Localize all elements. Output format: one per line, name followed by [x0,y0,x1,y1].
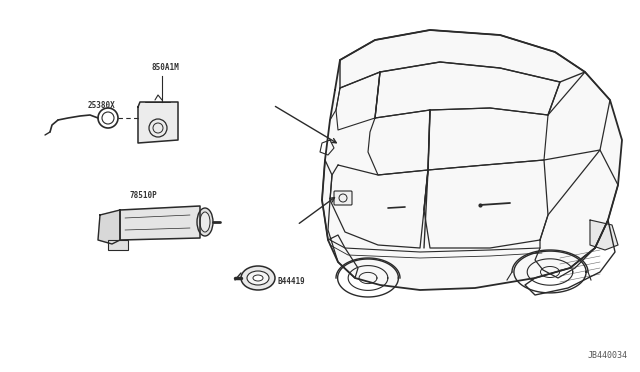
Polygon shape [138,102,178,143]
Polygon shape [120,206,200,240]
Ellipse shape [241,266,275,290]
Polygon shape [322,30,622,290]
Ellipse shape [247,271,269,285]
Ellipse shape [253,275,263,281]
Ellipse shape [200,212,210,232]
Text: 78510P: 78510P [130,191,157,200]
Ellipse shape [197,208,213,236]
Polygon shape [590,220,618,250]
Polygon shape [98,210,120,244]
Text: B44419: B44419 [278,278,306,286]
Text: 850A1M: 850A1M [152,63,180,72]
Text: 25380X: 25380X [88,101,116,110]
FancyBboxPatch shape [334,191,352,205]
FancyBboxPatch shape [108,240,128,250]
Text: JB440034: JB440034 [588,351,628,360]
